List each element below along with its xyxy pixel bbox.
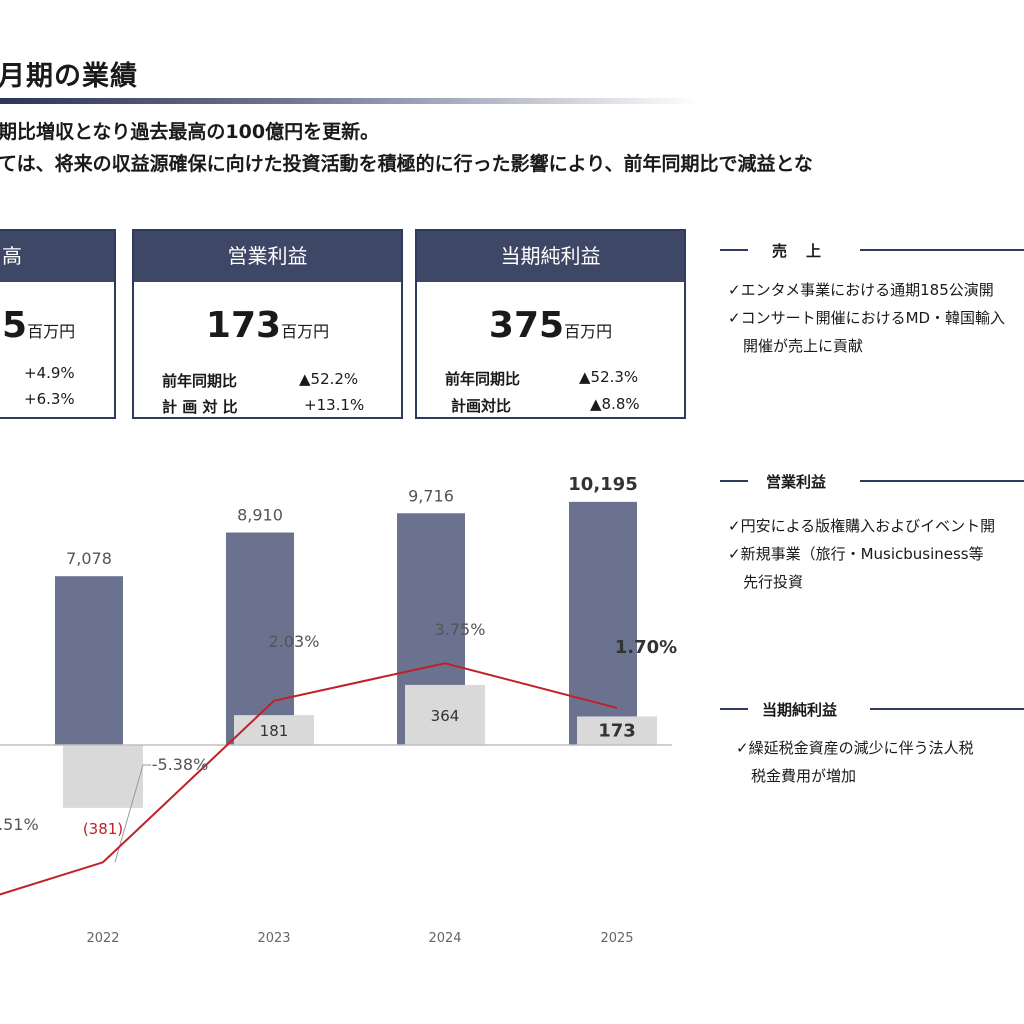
margin-data-label: .51% bbox=[0, 815, 39, 834]
kpi-plan-value: ▲8.8% bbox=[590, 395, 640, 413]
kpi-plan-value: +13.1% bbox=[304, 396, 365, 414]
operating-profit-data-label: 181 bbox=[260, 722, 289, 740]
kpi-plan-label: 計 画 対 比 bbox=[162, 398, 238, 416]
kpi-yoy-value: ▲52.2% bbox=[299, 370, 359, 388]
bullet: 税金費用が増加 bbox=[736, 767, 857, 785]
bullet: 先行投資 bbox=[728, 573, 804, 591]
bullet: ✓エンタメ事業における通期185公演開 bbox=[728, 281, 994, 299]
leader-line bbox=[114, 764, 151, 863]
revenue-data-label: 10,195 bbox=[568, 474, 637, 495]
kpi-yoy-value: +4.9% bbox=[24, 364, 75, 382]
operating-profit-data-label: (381) bbox=[83, 820, 123, 838]
sidebar-heading-text: 営業利益 bbox=[766, 473, 827, 491]
revenue-bar bbox=[55, 576, 123, 745]
x-tick-label: 2024 bbox=[428, 931, 461, 946]
operating-profit-data-label: 173 bbox=[598, 721, 636, 742]
lead-line-1: 期比増収となり過去最高の100億円を更新。 bbox=[0, 121, 380, 143]
revenue-data-label: 9,716 bbox=[408, 486, 454, 505]
kpi-value: 173 bbox=[205, 305, 282, 346]
x-tick-label: 2022 bbox=[86, 931, 119, 946]
sidebar-heading-sales: 売 上 bbox=[720, 240, 1024, 260]
kpi-yoy-value: ▲52.3% bbox=[579, 368, 639, 386]
sidebar-bullets-net-income: ✓繰延税金資産の減少に伴う法人税 税金費用が増加 bbox=[736, 734, 974, 790]
kpi-plan-label: 計画対比 bbox=[451, 397, 512, 415]
kpi-value: 5 bbox=[2, 305, 28, 346]
kpi-unit: 百万円 bbox=[27, 322, 76, 341]
margin-data-label: 2.03% bbox=[269, 632, 320, 651]
kpi-card-title: 高 bbox=[0, 231, 114, 282]
sidebar-heading-text: 売 上 bbox=[772, 242, 824, 260]
bullet: ✓円安による版権購入およびイベント開 bbox=[728, 517, 996, 535]
sidebar-heading-operating-profit: 営業利益 bbox=[720, 471, 1024, 491]
operating-profit-bar bbox=[63, 745, 143, 808]
operating-profit-bar bbox=[405, 684, 485, 745]
kpi-yoy-label: 前年同期比 bbox=[445, 370, 521, 388]
sidebar-heading-net-income: 当期純利益 bbox=[720, 699, 1024, 719]
kpi-card-operating-profit: 営業利益 173百万円 前年同期比 ▲52.2% 計 画 対 比 +13.1% bbox=[132, 229, 403, 419]
performance-chart: 7,078 (381) 8,910 181 9,716 364 10,195 173 .51% -… bbox=[0, 474, 677, 946]
kpi-card-title: 当期純利益 bbox=[417, 231, 684, 282]
kpi-card-net-income: 当期純利益 375百万円 前年同期比 ▲52.3% 計画対比 ▲8.8% bbox=[415, 229, 686, 419]
bullet: ✓新規事業（旅行・Musicbusiness等 bbox=[728, 545, 984, 563]
margin-data-label: 3.75% bbox=[435, 620, 486, 639]
sidebar-heading-text: 当期純利益 bbox=[762, 701, 838, 719]
x-tick-label: 2023 bbox=[257, 931, 290, 946]
lead-line-2: ては、将来の収益源確保に向けた投資活動を積極的に行った影響により、前年同期比で減… bbox=[0, 153, 813, 175]
revenue-bar bbox=[569, 501, 637, 745]
kpi-unit: 百万円 bbox=[564, 322, 613, 341]
bullet: ✓繰延税金資産の減少に伴う法人税 bbox=[736, 739, 974, 757]
revenue-data-label: 8,910 bbox=[237, 505, 283, 524]
margin-line bbox=[0, 662, 618, 896]
operating-profit-bar bbox=[577, 716, 657, 745]
revenue-data-label: 7,078 bbox=[66, 549, 112, 568]
bullet: ✓コンサート開催におけるMD・韓国輸入 bbox=[728, 309, 1006, 327]
page-title: 月期の業績 bbox=[0, 61, 138, 92]
operating-profit-data-label: 364 bbox=[431, 707, 460, 725]
kpi-unit: 百万円 bbox=[281, 322, 330, 341]
title-underline bbox=[0, 98, 700, 104]
kpi-card-title: 営業利益 bbox=[134, 231, 401, 282]
sidebar-bullets-operating-profit: ✓円安による版権購入およびイベント開 ✓新規事業（旅行・Musicbusines… bbox=[728, 512, 995, 596]
operating-profit-bar bbox=[234, 715, 314, 745]
kpi-yoy-label: 前年同期比 bbox=[162, 372, 238, 390]
kpi-value: 375 bbox=[488, 305, 565, 346]
kpi-plan-value: +6.3% bbox=[24, 390, 75, 408]
sidebar-bullets-sales: ✓エンタメ事業における通期185公演開 ✓コンサート開催におけるMD・韓国輸入 … bbox=[728, 276, 1005, 360]
x-tick-label: 2025 bbox=[600, 931, 633, 946]
kpi-card-sales: 高 5百万円 +4.9% +6.3% bbox=[0, 229, 116, 419]
bullet: 開催が売上に貢献 bbox=[728, 337, 864, 355]
margin-data-label: 1.70% bbox=[615, 637, 677, 658]
revenue-bar bbox=[226, 532, 294, 745]
margin-data-label: -5.38% bbox=[152, 755, 209, 774]
